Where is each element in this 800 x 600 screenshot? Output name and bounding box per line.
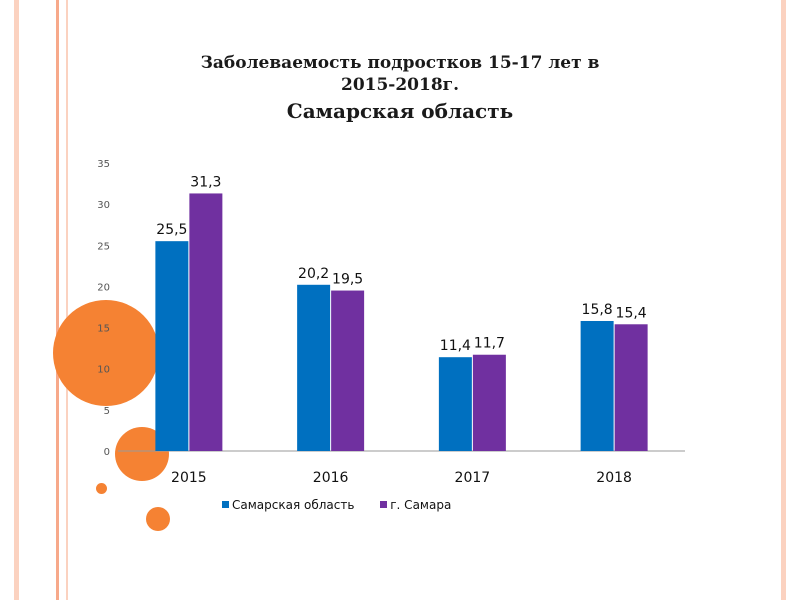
- data-label-series-2-2016: 19,5: [332, 272, 363, 288]
- chart-title-line-2: 2015-2018г.: [340, 75, 460, 95]
- bar-series-2-2017: [472, 354, 506, 451]
- data-label-series-1-2018: 15,8: [582, 302, 613, 318]
- legend-swatch-series-2: [380, 501, 388, 508]
- x-tick-label-2017: 2017: [455, 470, 491, 486]
- data-label-series-2-2018: 15,4: [616, 305, 647, 321]
- x-tick-label-2015: 2015: [171, 470, 207, 486]
- bar-series-2-2015: [189, 193, 223, 451]
- y-tick-label-7: 35: [97, 159, 110, 170]
- bar-series-2-2018: [614, 324, 648, 451]
- bar-series-1-2015: [155, 241, 189, 451]
- y-tick-label-5: 25: [97, 241, 110, 252]
- y-tick-label-3: 15: [97, 324, 110, 335]
- y-tick-label-4: 20: [97, 282, 110, 293]
- bar-series-1-2017: [438, 357, 472, 451]
- y-tick-label-0: 0: [104, 447, 110, 458]
- left-stripe-thin: [66, 0, 68, 600]
- bar-series-2-2016: [331, 290, 365, 451]
- y-tick-label-6: 30: [97, 200, 110, 211]
- chart-title-line-3: Самарская область: [286, 99, 514, 123]
- y-tick-label-2: 10: [97, 365, 110, 376]
- left-stripe-inner: [56, 0, 59, 600]
- tiny-orange-circle: [96, 483, 107, 494]
- data-label-series-2-2017: 11,7: [474, 336, 505, 352]
- data-label-series-1-2016: 20,2: [298, 266, 329, 282]
- left-stripe-outer: [14, 0, 19, 600]
- bar-series-1-2016: [297, 284, 331, 451]
- y-tick-label-1: 5: [104, 406, 110, 417]
- legend-item-series-2: г. Самара: [380, 498, 451, 512]
- legend-label-series-2: г. Самара: [390, 498, 452, 512]
- x-tick-label-2016: 2016: [313, 470, 349, 486]
- legend-label-series-1: Самарская область: [232, 498, 355, 512]
- data-label-series-2-2015: 31,3: [190, 174, 221, 190]
- data-label-series-1-2015: 25,5: [156, 222, 187, 238]
- legend-item-series-1: Самарская область: [222, 498, 354, 512]
- chart-title: Заболеваемость подростков 15-17 лет в 20…: [150, 52, 650, 124]
- bar-series-1-2018: [580, 320, 614, 451]
- legend-swatch-series-1: [222, 501, 229, 508]
- chart-legend: Самарская область г. Самара: [222, 498, 473, 512]
- small-orange-circle: [146, 507, 170, 531]
- large-orange-circle: [53, 300, 159, 406]
- data-label-series-1-2017: 11,4: [440, 338, 471, 354]
- right-stripe-outer: [781, 0, 786, 600]
- x-tick-label-2018: 2018: [596, 470, 632, 486]
- chart-title-line-1: Заболеваемость подростков 15-17 лет в: [200, 53, 600, 73]
